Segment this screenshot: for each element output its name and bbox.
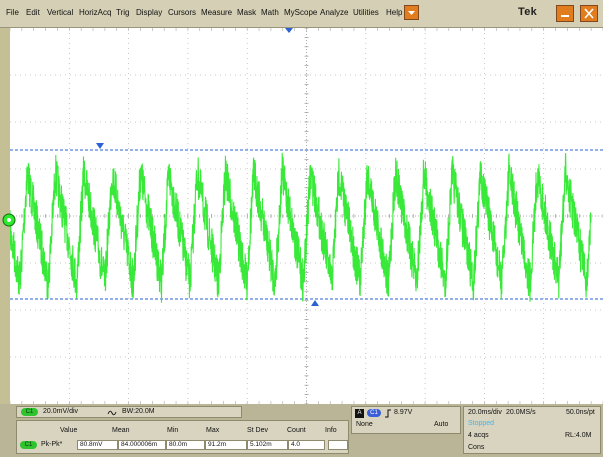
menu-myscope[interactable]: MyScope — [284, 8, 318, 17]
sample-rate: 20.0MS/s — [506, 409, 536, 416]
measurement-value-min: 80.0m — [166, 440, 205, 450]
tek-logo: Tek — [518, 6, 538, 18]
bandwidth-limit: BW:20.0M — [122, 408, 155, 415]
minimize-button[interactable] — [556, 5, 574, 22]
graticule — [10, 28, 603, 404]
menu-file[interactable]: File — [6, 8, 19, 17]
time-resolution: 50.0ns/pt — [566, 409, 595, 416]
trigger-mode-badge: A — [355, 409, 364, 418]
measurement-value-info — [328, 440, 348, 450]
rising-edge-icon — [385, 409, 391, 418]
menu-bar: File Edit Vertical HorizAcq Trig Display Curso… — [0, 0, 603, 28]
waveform-display[interactable] — [10, 28, 603, 404]
menu-math[interactable]: Math — [261, 8, 279, 17]
trigger-source-badge: C1 — [367, 409, 381, 417]
trigger-sweep: Auto — [434, 421, 449, 428]
timebase: 20.0ms/div — [468, 409, 502, 416]
record-length: RL:4.0M — [565, 432, 592, 439]
measurement-value-mean: 84.000006m — [118, 440, 166, 450]
measurement-value-value: 80.8mV — [77, 440, 118, 450]
menu-cursors[interactable]: Cursors — [168, 8, 197, 17]
minimize-icon — [561, 15, 569, 17]
menu-edit[interactable]: Edit — [26, 8, 40, 17]
close-icon — [584, 8, 594, 19]
menu-measure[interactable]: Measure — [201, 8, 233, 17]
acquisition-state: Stopped — [468, 420, 495, 427]
measurement-channel-badge: C1 — [20, 441, 37, 449]
measurement-header-value: Value — [60, 427, 78, 434]
consistency-mode: Cons — [468, 444, 485, 451]
trigger-level: 8.97V — [394, 409, 413, 416]
measurement-header-mean: Mean — [112, 427, 130, 434]
measurement-header-max: Max — [206, 427, 220, 434]
cursor-marker-upper — [96, 143, 104, 149]
acquisition-count: 4 acqs — [468, 432, 489, 439]
measurement-header-count: Count — [287, 427, 306, 434]
menu-dropdown-button[interactable] — [404, 5, 419, 20]
channel-ground-marker[interactable] — [0, 211, 18, 229]
measurement-value-st-dev: 5.102m — [247, 440, 288, 450]
measurement-header-info: Info — [325, 427, 337, 434]
channel-badge: C1 — [21, 408, 38, 416]
menu-vertical[interactable]: Vertical — [47, 8, 74, 17]
measurement-name: Pk-Pk* — [41, 441, 63, 448]
menu-display[interactable]: Display — [136, 8, 163, 17]
close-button[interactable] — [580, 5, 598, 22]
menu-trig[interactable]: Trig — [116, 8, 130, 17]
waveform-trace — [10, 152, 592, 303]
channel-panel[interactable]: C1 20.0mV/div BW:20.0M — [16, 406, 242, 418]
cursor-marker-lower — [311, 300, 319, 306]
menu-analyze[interactable]: Analyze — [320, 8, 349, 17]
menu-mask[interactable]: Mask — [237, 8, 257, 17]
menu-horizacq[interactable]: HorizAcq — [79, 8, 112, 17]
measurement-header-min: Min — [167, 427, 179, 434]
vertical-scale: 20.0mV/div — [43, 408, 79, 415]
trigger-position-marker — [285, 28, 293, 33]
measurement-value-max: 91.2m — [205, 440, 247, 450]
menu-utilities[interactable]: Utilities — [353, 8, 379, 17]
menu-help[interactable]: Help — [386, 8, 403, 17]
trigger-panel[interactable]: A C1 8.97V None Auto — [351, 406, 461, 434]
coupling-icon — [107, 410, 117, 416]
chevron-down-icon — [408, 11, 415, 15]
horizontal-panel[interactable]: 20.0ms/div 20.0MS/s 50.0ns/pt Stopped 4 … — [463, 406, 601, 454]
measurement-value-count: 4.0 — [288, 440, 325, 450]
trigger-coupling: None — [356, 421, 373, 428]
measurement-header-st-dev: St Dev — [247, 427, 269, 434]
